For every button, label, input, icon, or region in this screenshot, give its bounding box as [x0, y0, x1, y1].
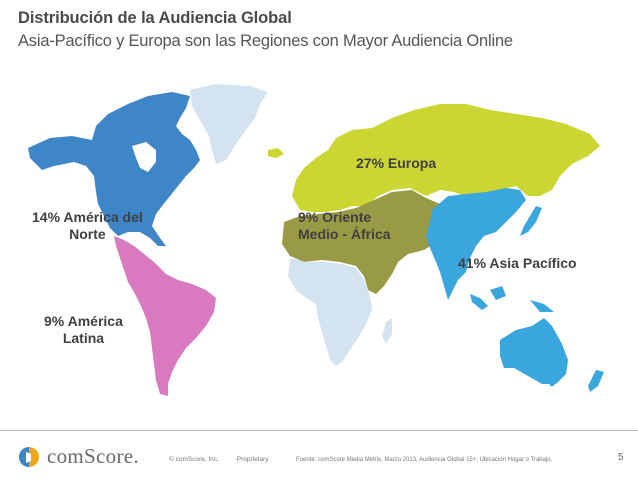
label-europe: 27% Europa — [356, 155, 436, 172]
proprietary-label: Proprietary. — [236, 456, 270, 463]
label-line: Latina — [62, 330, 105, 346]
label-line: Norte — [69, 226, 106, 242]
world-map — [28, 84, 604, 396]
asia-pacific-region — [426, 188, 526, 300]
label-north-america: 14% América del Norte — [32, 209, 143, 243]
slide-title: Distribución de la Audiencia Global — [18, 9, 292, 27]
australia-region — [500, 318, 568, 384]
comscore-logo: comScore. — [18, 444, 139, 469]
brand-name: comScore. — [47, 444, 139, 468]
latin-america-region — [114, 236, 216, 396]
copyright-text: © comScore, Inc. Proprietary. — [169, 456, 270, 463]
source-note: Fuente: comScore Media Metrix, Marzo 201… — [296, 457, 553, 463]
label-line: Medio - África — [298, 226, 391, 242]
slide-subtitle: Asia-Pacífico y Europa son las Regiones … — [18, 32, 513, 50]
sub-saharan-africa-region — [288, 258, 372, 366]
label-line: 14% América del — [32, 209, 143, 225]
greenland-region — [190, 84, 268, 164]
copyright: © comScore, Inc. — [169, 456, 219, 463]
label-line: 9% América — [44, 313, 123, 329]
europe-region — [292, 104, 600, 212]
middle-east-africa-region — [282, 190, 446, 294]
label-middle-east-africa: 9% Oriente Medio - África — [298, 209, 391, 243]
label-line: 9% Oriente — [298, 209, 372, 225]
label-asia-pacific: 41% Asia Pacífico — [458, 255, 577, 272]
label-line: 27% Europa — [356, 155, 437, 171]
comscore-logo-icon — [19, 446, 39, 467]
label-line: 41% Asia Pacífico — [458, 255, 577, 271]
page-number: 5 — [618, 452, 624, 463]
label-latin-america: 9% América Latina — [44, 313, 123, 347]
footer-divider — [0, 430, 638, 431]
north-america-region — [28, 92, 200, 246]
